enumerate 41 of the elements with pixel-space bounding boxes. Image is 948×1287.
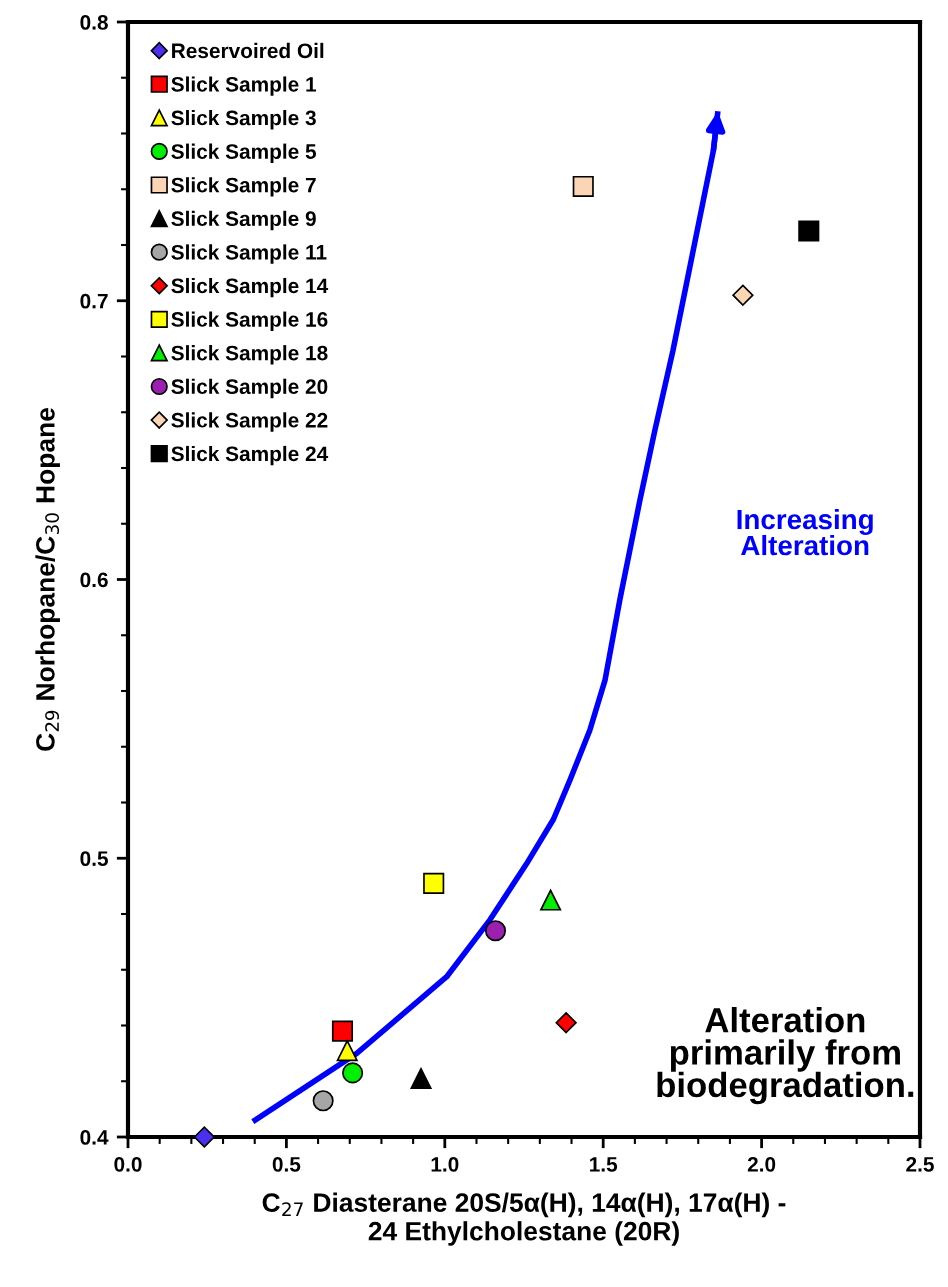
y-tick-label: 0.6 [80,572,108,588]
legend-label: Reservoired Oil [172,42,324,59]
point [423,872,445,894]
y-axis-title: C$_{29}$ Norhopane/C$_{30}$ Hopane [35,408,60,751]
legend-label: Slick Sample 5 [171,143,317,164]
x-tick-label: 0.0 [114,1156,142,1172]
point [193,1126,216,1148]
y-tick-label: 0.5 [80,851,108,866]
point [410,1067,432,1090]
x-tick-label: 2.5 [906,1156,934,1172]
point [312,1090,334,1112]
x-axis-title: C$_{27}$ Diasterane 20S/5α(H), 14α(H), 17α(H) - 24 Ethylcholestane (20R) [262,1192,786,1246]
point [555,1012,577,1034]
annotation: Alteration primarily from biodegradation. [657,1006,914,1105]
legend-label: Slick Sample 16 [171,311,328,331]
x-tick-label: 1.5 [590,1157,618,1172]
legend-label: Slick Sample 18 [171,345,328,365]
point [342,1062,364,1084]
legend-label: Slick Sample 24 [171,445,329,466]
legend-label: Slick Sample 14 [171,277,329,298]
legend-label: Slick Sample 11 [171,244,327,264]
x-tick-label: 0.5 [272,1156,301,1172]
legend-label: Slick Sample 9 [171,210,316,231]
y-tick-label: 0.4 [80,1130,109,1145]
y-tick-label: 0.7 [80,293,108,309]
point [572,175,594,198]
annotation: Increasing Alteration [737,508,873,556]
point [336,1040,358,1062]
point [540,889,562,911]
x-tick-label: 1.0 [431,1156,459,1172]
legend-label: Slick Sample 3 [171,110,316,130]
y-tick-label: 0.8 [80,15,108,30]
x-tick-label: 2.0 [747,1156,776,1172]
point [484,920,507,942]
point [798,220,820,242]
point [732,284,754,306]
legend-label: Slick Sample 20 [171,378,328,399]
point [331,1020,354,1042]
legend-label: Slick Sample 22 [171,412,328,432]
legend-label: Slick Sample 7 [171,177,316,197]
legend-label: Slick Sample 1 [171,76,317,96]
